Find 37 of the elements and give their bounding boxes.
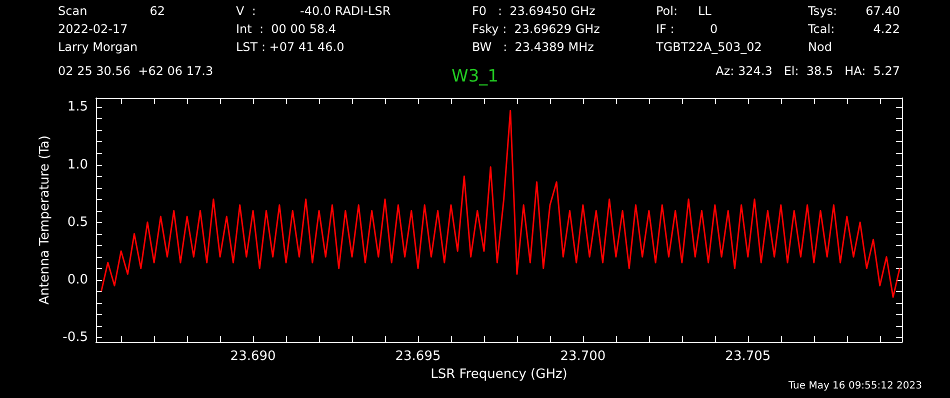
text: 0	[710, 22, 718, 36]
chart-title: W3_1	[452, 66, 498, 86]
y-axis-title: Antenna Temperature (Ta)	[38, 135, 53, 305]
text: Tue May 16 09:55:12 2023	[787, 380, 922, 392]
text: LL	[698, 4, 712, 18]
text: -40.0 RADI-LSR	[300, 4, 391, 18]
y-tick-label: 1.5	[67, 100, 88, 115]
text: IF :	[656, 22, 674, 36]
y-tick-label: 0.0	[67, 272, 88, 288]
text: LST : +07 41 46.0	[236, 40, 344, 54]
y-tick-label: 0.5	[67, 214, 88, 230]
text: V :	[236, 4, 256, 18]
text: 62	[150, 4, 166, 18]
text: Az: 324.3 El: 38.5 HA: 5.27	[716, 64, 900, 78]
x-tick-label: 23.705	[725, 349, 771, 364]
text: Fsky : 23.69629 GHz	[472, 22, 600, 36]
y-tick-label: -0.5	[62, 330, 88, 345]
text: 4.22	[873, 22, 900, 36]
text: F0 : 23.69450 GHz	[472, 4, 596, 18]
text: Tsys:	[807, 4, 837, 18]
text: Tcal:	[807, 22, 835, 36]
y-tick-label: 1.0	[67, 157, 88, 172]
text: Larry Morgan	[58, 40, 138, 54]
text: BW : 23.4389 MHz	[472, 40, 594, 54]
text: Pol:	[656, 4, 678, 18]
x-tick-label: 23.690	[230, 349, 276, 364]
text: TGBT22A_503_02	[655, 40, 762, 54]
x-tick-label: 23.700	[560, 349, 606, 364]
text: 2022-02-17	[58, 22, 128, 36]
text: Int : 00 00 58.4	[236, 22, 336, 36]
text: Scan	[58, 4, 88, 18]
text: 02 25 30.56 +62 06 17.3	[58, 64, 214, 78]
text: 67.40	[866, 4, 900, 18]
line-series	[100, 110, 900, 298]
x-tick-label: 23.695	[395, 349, 441, 364]
text: Nod	[808, 40, 832, 54]
x-axis-title: LSR Frequency (GHz)	[430, 366, 568, 382]
